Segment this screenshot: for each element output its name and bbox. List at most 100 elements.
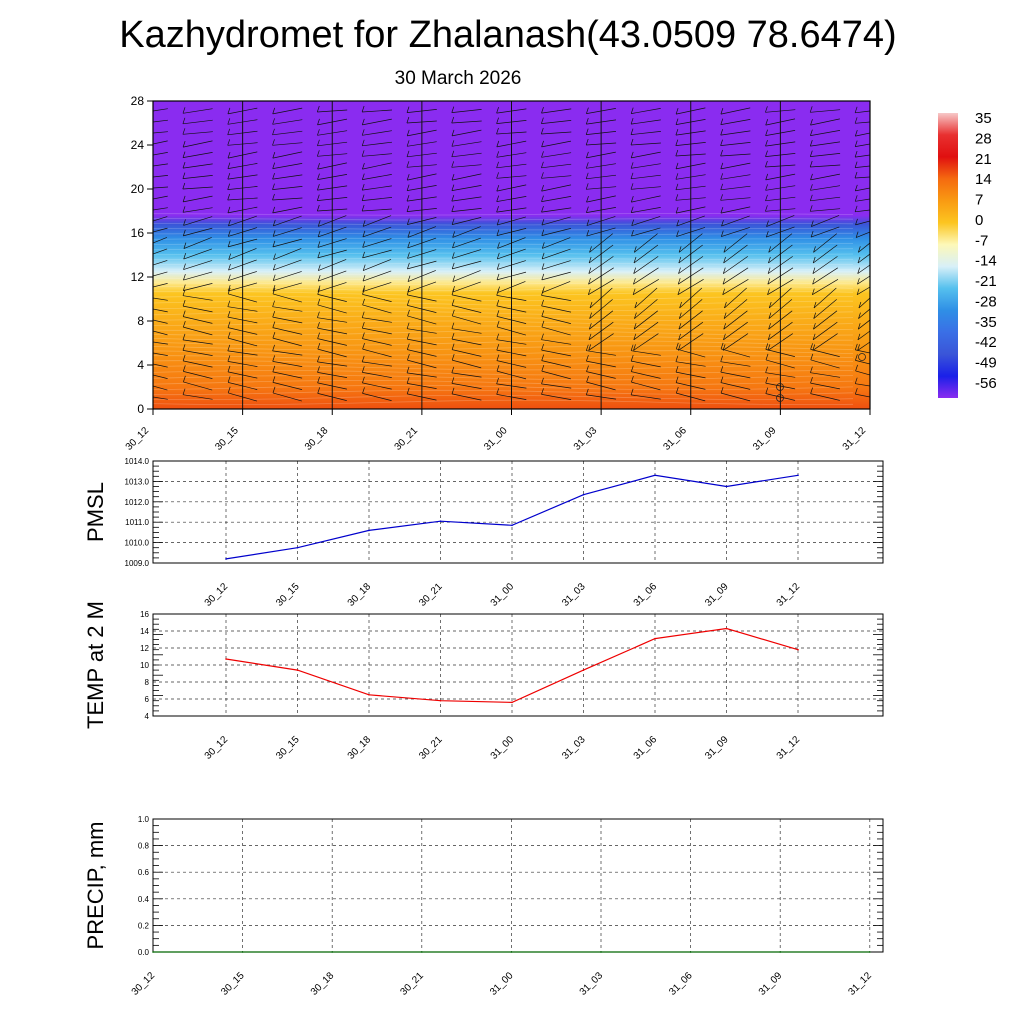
- wind-barb-flag: [630, 151, 634, 159]
- wind-barb-flag: [720, 206, 724, 214]
- wind-barb-flag: [406, 343, 410, 350]
- wind-barb-flag: [182, 107, 186, 114]
- wind-barb-flag: [809, 205, 813, 212]
- wind-barb-flag: [182, 161, 186, 169]
- wind-barb: [452, 226, 481, 238]
- wind-barb-flag: [406, 184, 410, 191]
- y-tick-label: 1010.0: [125, 539, 150, 548]
- wind-barb-flag: [675, 162, 679, 170]
- wind-barb-flag: [451, 116, 455, 124]
- data-point: [654, 474, 656, 477]
- wind-barb-flag: [675, 128, 679, 136]
- wind-barb-flag: [630, 195, 634, 203]
- wind-barb-flag: [809, 160, 813, 168]
- wind-barb: [452, 349, 482, 357]
- wind-barb-flag: [767, 288, 770, 295]
- wind-barb-flag: [675, 149, 679, 157]
- wind-barb: [452, 281, 481, 293]
- y-tick-label: 0.6: [138, 868, 150, 877]
- y-tick-label: 28: [131, 94, 145, 108]
- y-tick-label: 1.0: [138, 815, 150, 824]
- wind-barb: [541, 120, 572, 124]
- data-point: [725, 485, 728, 488]
- wind-barb-flag: [406, 387, 410, 395]
- wind-barb-flag: [317, 366, 320, 373]
- wind-barb-flag: [317, 298, 321, 306]
- x-tick-label: 31_09: [751, 425, 779, 453]
- wind-barb-flag: [227, 162, 231, 169]
- wind-barb: [855, 370, 870, 376]
- x-tick-label: 30_12: [203, 581, 231, 609]
- wind-barb: [720, 162, 751, 170]
- wind-barb-flag: [722, 288, 726, 295]
- wind-barb-flag: [589, 301, 593, 309]
- wind-barb-flag: [272, 386, 276, 394]
- wind-barb-flag: [765, 343, 769, 350]
- wind-barb-flag: [678, 323, 682, 330]
- wind-barb: [720, 185, 751, 191]
- wind-barb: [272, 392, 302, 402]
- contour-line: [153, 355, 854, 361]
- wind-barb-flag: [633, 256, 637, 264]
- wind-barb-flag: [768, 323, 771, 330]
- wind-barb: [451, 173, 482, 181]
- wind-barb-flag: [723, 256, 726, 264]
- calm-marker: [776, 383, 784, 391]
- wind-barb-flag: [451, 309, 455, 317]
- wind-barb: [183, 227, 213, 237]
- wind-barb: [855, 220, 870, 226]
- wind-barb-flag: [722, 278, 726, 285]
- data-point: [869, 951, 871, 953]
- wind-barb-flag: [541, 310, 545, 317]
- y-tick-label: 8: [145, 678, 150, 687]
- colorbar-ramp: [938, 113, 958, 398]
- wind-barb: [631, 350, 661, 356]
- wind-barb: [631, 216, 661, 226]
- wind-barb-flag: [407, 262, 410, 270]
- wind-barb-flag: [854, 343, 858, 351]
- wind-barb-flag: [227, 284, 231, 292]
- wind-barb-flag: [138, 300, 140, 306]
- wind-barb-flag: [362, 342, 365, 350]
- contour-line: [153, 315, 854, 321]
- wind-barb-flag: [858, 301, 862, 309]
- x-tick-label: 30_15: [274, 581, 302, 609]
- wind-barb: [362, 208, 393, 212]
- wind-barb-flag: [588, 323, 592, 330]
- wind-barb-flag: [541, 252, 545, 260]
- wind-barb-flag: [496, 343, 500, 351]
- wind-barb-flag: [586, 206, 589, 213]
- wind-barb-flag: [316, 204, 320, 212]
- wind-barb: [855, 154, 870, 158]
- wind-barb-flag: [854, 150, 858, 158]
- wind-barb-flag: [451, 140, 455, 147]
- wind-barb-flag: [362, 298, 365, 306]
- wind-barb: [855, 143, 870, 147]
- wind-barb-flag: [541, 140, 544, 148]
- wind-barb: [720, 119, 751, 125]
- contour-line: [153, 350, 854, 356]
- wind-barb: [362, 174, 392, 180]
- wind-barb: [630, 131, 661, 135]
- wind-barb-flag: [723, 246, 727, 253]
- x-tick-label: 31_03: [560, 734, 588, 762]
- wind-barb: [272, 350, 303, 356]
- contour-line: [153, 399, 854, 405]
- wind-barb-flag: [451, 353, 455, 361]
- wind-barb-flag: [227, 365, 231, 373]
- wind-barb: [183, 381, 213, 391]
- wind-barb-flag: [139, 376, 141, 382]
- wind-barb-flag: [541, 320, 545, 328]
- wind-barb-flag: [362, 162, 365, 170]
- wind-barb: [723, 256, 749, 274]
- wind-barb: [451, 328, 482, 334]
- wind-barb-flag: [406, 299, 410, 306]
- wind-barb-flag: [496, 263, 500, 270]
- wind-barb: [858, 308, 870, 319]
- wind-barb-flag: [541, 184, 544, 192]
- wind-barb-flag: [361, 194, 365, 201]
- wind-barb-flag: [272, 118, 275, 125]
- wind-barb: [855, 121, 870, 124]
- wind-barb-flag: [810, 173, 813, 181]
- wind-barb: [362, 338, 392, 346]
